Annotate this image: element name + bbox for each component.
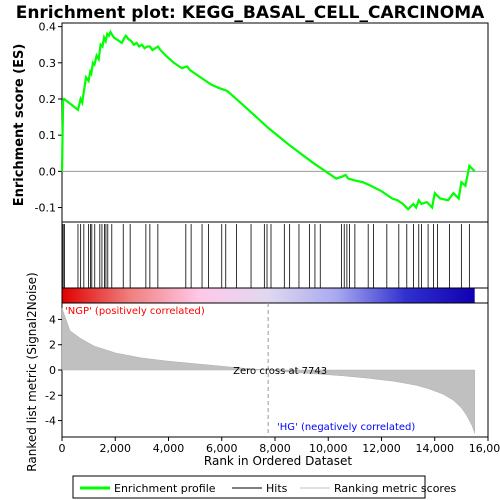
es-y-tick-label: 0.0 — [39, 165, 57, 178]
legend: Enrichment profile Hits Ranking metric s… — [72, 475, 456, 499]
rank-colorbar — [62, 288, 475, 303]
negative-correlation-label: 'HG' (negatively correlated) — [277, 422, 415, 433]
metric-y-tick-label: -2 — [45, 389, 56, 402]
es-y-tick-label: -0.1 — [35, 202, 56, 215]
es-y-axis-label: Enrichment score (ES) — [12, 44, 27, 207]
metric-y-tick-label: 0 — [49, 364, 56, 377]
x-axis-label: Rank in Ordered Dataset — [204, 454, 352, 468]
hits-panel — [61, 221, 489, 304]
metric-y-ticks: -4 -2 0 2 4 — [45, 313, 62, 428]
x-tick-label: 8,000 — [259, 442, 291, 455]
x-tick-label: 6,000 — [206, 442, 238, 455]
zero-cross-label: Zero cross at 7743 — [233, 366, 327, 377]
es-panel: -0.1 0.0 0.1 0.2 0.3 0.4 Enrichment score (ES… — [12, 21, 489, 223]
metric-y-axis-label: Ranked list metric (Signal2Noise) — [25, 272, 39, 471]
metric-y-tick-label: -4 — [45, 415, 56, 428]
legend-frame — [72, 475, 426, 499]
x-tick-label: 10,000 — [309, 442, 348, 455]
es-y-tick-label: 0.3 — [39, 57, 57, 70]
es-y-tick-label: 0.2 — [39, 93, 57, 106]
hit-lines — [61, 224, 470, 288]
x-tick-label: 4,000 — [153, 442, 185, 455]
legend-label-ranking-metric: Ranking metric scores — [334, 482, 456, 495]
x-tick-label: 2,000 — [100, 442, 132, 455]
es-series-enrichment-profile — [60, 29, 476, 211]
positive-correlation-label: 'NGP' (positively correlated) — [65, 306, 205, 317]
metric-y-tick-label: 4 — [49, 313, 56, 326]
chart-title: Enrichment plot: KEGG_BASAL_CELL_CARCINO… — [16, 3, 485, 23]
hits-panel-frame — [61, 221, 489, 289]
legend-label-enrichment-profile: Enrichment profile — [114, 482, 216, 495]
metric-panel: -4 -2 0 2 4 Zero cross at 7743 'NGP' (positi… — [25, 272, 489, 472]
es-y-tick-label: 0.4 — [39, 21, 57, 34]
es-panel-frame — [61, 22, 489, 223]
x-tick-label: 14,000 — [416, 442, 455, 455]
x-axis-ticks: 0 2,000 4,000 6,000 8,000 10,000 12,000 14,000 1… — [59, 437, 500, 455]
es-y-tick-label: 0.1 — [39, 129, 57, 142]
metric-series-ranking-scores — [61, 308, 475, 434]
x-tick-label: 16,000 — [469, 442, 500, 455]
metric-y-tick-label: 2 — [49, 339, 56, 352]
es-y-ticks: -0.1 0.0 0.1 0.2 0.3 0.4 — [35, 21, 62, 215]
legend-label-hits: Hits — [266, 482, 288, 495]
x-tick-label: 0 — [59, 442, 66, 455]
x-tick-label: 12,000 — [362, 442, 401, 455]
